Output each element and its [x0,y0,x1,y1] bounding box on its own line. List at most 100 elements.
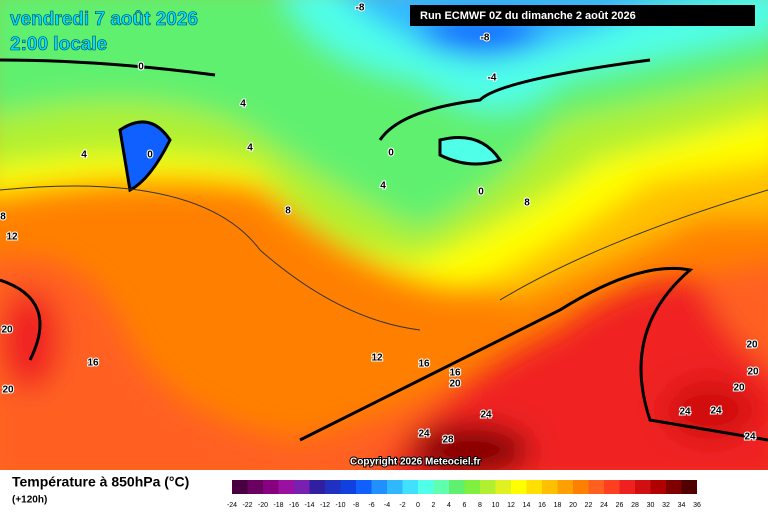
scale-swatch [449,480,465,494]
scale-swatch [511,480,527,494]
scale-label: -2 [399,502,405,509]
scale-label: 36 [693,502,701,509]
contour-label: 20 [449,379,461,390]
scale-label: 12 [507,502,515,509]
contour-label: 8 [0,212,6,223]
scale-label: 20 [569,502,577,509]
scale-swatch [278,480,294,494]
scale-swatch [635,480,651,494]
scale-label: 34 [678,502,686,509]
contour-label: 0 [147,150,153,161]
scale-label: 0 [416,502,420,509]
contour-label: 0 [478,187,484,198]
scale-label: -16 [289,502,299,509]
scale-label: 22 [585,502,593,509]
time-title: 2:00 locale [10,34,107,55]
scale-swatch [371,480,387,494]
scale-swatch [340,480,356,494]
contour-label: 16 [449,368,461,379]
scale-label: 8 [478,502,482,509]
contour-label: 20 [746,340,758,351]
contour-label: 8 [524,198,530,209]
scale-swatch [232,480,248,494]
legend-lead: (+120h) [12,495,47,506]
contour-label: 24 [744,432,756,443]
legend-title: Température à 850hPa (°C) [12,474,189,490]
contour-label: 4 [380,181,386,192]
scale-swatch [650,480,666,494]
scale-label: 6 [463,502,467,509]
scale-swatch [325,480,341,494]
contour-label: -4 [488,73,497,84]
contour-label: -8 [356,3,365,14]
scale-label: 14 [523,502,531,509]
contour-label: 4 [240,99,246,110]
scale-swatch [263,480,279,494]
contour-label: 4 [81,150,87,161]
scale-label: 18 [554,502,562,509]
scale-label: 28 [631,502,639,509]
copyright: Copyright 2026 Meteociel.fr [350,457,481,468]
scale-swatch [294,480,310,494]
scale-label: 32 [662,502,670,509]
contour-label: 24 [679,407,691,418]
scale-swatch [464,480,480,494]
contour-label: 12 [371,353,383,364]
scale-label: 30 [647,502,655,509]
scale-label: -22 [242,502,252,509]
scale-label: 24 [600,502,608,509]
scale-swatch [588,480,604,494]
scale-swatch [309,480,325,494]
scale-swatch [247,480,263,494]
contour-label: 8 [285,206,291,217]
scale-swatch [433,480,449,494]
scale-label: -4 [384,502,390,509]
contour-label: -8 [481,33,490,44]
scale-swatch [666,480,682,494]
scale-label: -18 [273,502,283,509]
scale-label: -14 [304,502,314,509]
date-title: vendredi 7 août 2026 [10,9,198,30]
color-scale: -24 -22 -20 -18 -16 -14 -12 -10 -8 -6 -4 -2 0 2 4 6 8 10 1… [227,480,701,509]
scale-label: -12 [320,502,330,509]
contour-label: 0 [388,148,394,159]
contour-label: 12 [6,232,18,243]
contour-label: 20 [747,367,759,378]
run-info: Run ECMWF 0Z du dimanche 2 août 2026 [420,10,636,22]
scale-swatch [526,480,542,494]
scale-swatch [402,480,418,494]
scale-swatch [418,480,434,494]
scale-label: 26 [616,502,624,509]
contour-label: 16 [87,358,99,369]
contour-label: 24 [710,406,722,417]
scale-swatch [557,480,573,494]
contour-label: 0 [138,62,144,73]
scale-label: 10 [492,502,500,509]
contour-label: 4 [247,143,253,154]
scale-swatch [573,480,589,494]
scale-swatch [495,480,511,494]
scale-swatch [681,480,697,494]
contour-label: 20 [1,325,13,336]
scale-label: -10 [335,502,345,509]
scale-label: 4 [447,502,451,509]
contour-label: 24 [480,410,492,421]
scale-swatch [387,480,403,494]
scale-label: -20 [258,502,268,509]
contour-label: 20 [2,385,14,396]
scale-swatch [604,480,620,494]
scale-label: -6 [368,502,374,509]
run-box [410,5,755,26]
contour-label: 20 [733,383,745,394]
scale-swatch [356,480,372,494]
scale-swatch [619,480,635,494]
scale-swatch [542,480,558,494]
scale-swatch [480,480,496,494]
scale-label: 16 [538,502,546,509]
scale-label: -24 [227,502,237,509]
contour-label: 24 [418,429,430,440]
contour-label: 16 [418,359,430,370]
